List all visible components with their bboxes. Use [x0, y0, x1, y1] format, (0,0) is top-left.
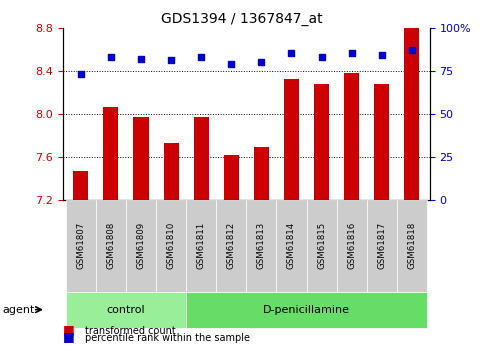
Bar [133, 117, 149, 200]
Point [348, 51, 355, 56]
Bar [404, 19, 419, 200]
Point [408, 47, 416, 53]
Bar [194, 117, 209, 200]
Bar [224, 155, 239, 200]
Bar [284, 79, 299, 200]
Text: GSM61817: GSM61817 [377, 222, 386, 269]
Text: transformed count: transformed count [85, 326, 175, 336]
Bar [344, 73, 359, 200]
Text: ■: ■ [63, 330, 74, 343]
Text: GSM61813: GSM61813 [257, 222, 266, 269]
Point [137, 56, 145, 61]
Bar [73, 171, 88, 200]
Text: GSM61811: GSM61811 [197, 222, 206, 269]
Bar [103, 107, 118, 200]
Text: GDS1394 / 1367847_at: GDS1394 / 1367847_at [161, 12, 322, 26]
Text: GSM61810: GSM61810 [167, 222, 176, 269]
Point [167, 58, 175, 63]
Bar [164, 143, 179, 200]
Text: GSM61818: GSM61818 [407, 222, 416, 269]
Bar [254, 147, 269, 200]
Text: GSM61815: GSM61815 [317, 222, 326, 269]
Text: percentile rank within the sample: percentile rank within the sample [85, 333, 250, 343]
Point [107, 54, 115, 60]
Text: D-penicillamine: D-penicillamine [263, 305, 350, 315]
Text: GSM61809: GSM61809 [137, 222, 145, 269]
Text: GSM61816: GSM61816 [347, 222, 356, 269]
Point [378, 52, 385, 58]
Text: GSM61807: GSM61807 [76, 222, 85, 269]
Text: ■: ■ [63, 323, 74, 336]
Point [318, 54, 326, 60]
Point [287, 51, 295, 56]
Text: control: control [107, 305, 145, 315]
Point [77, 71, 85, 77]
Bar [374, 84, 389, 200]
Point [198, 54, 205, 60]
Text: GSM61812: GSM61812 [227, 222, 236, 269]
Bar [314, 84, 329, 200]
Point [227, 61, 235, 67]
Point [257, 59, 265, 65]
Text: GSM61808: GSM61808 [106, 222, 115, 269]
Text: agent: agent [2, 305, 35, 315]
Text: GSM61814: GSM61814 [287, 222, 296, 269]
